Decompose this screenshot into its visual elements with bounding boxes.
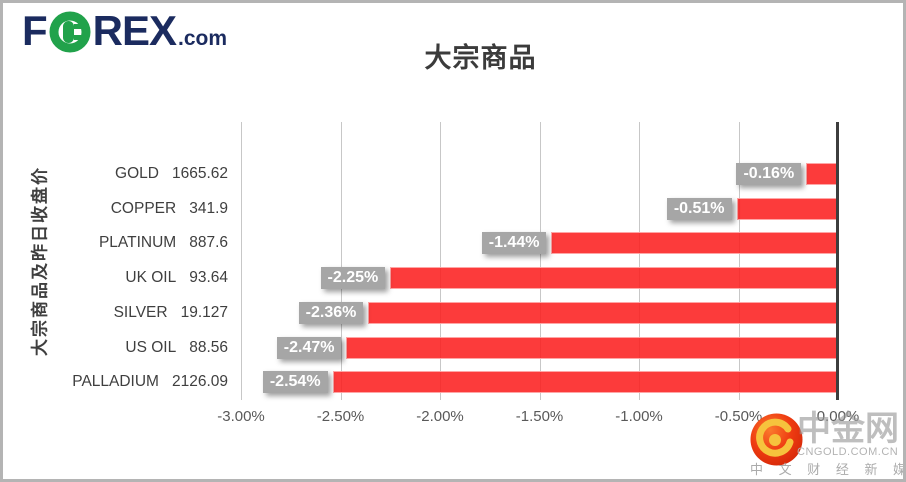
cngold-watermark-tagline: 中 文 财 经 新 媒 体 xyxy=(750,462,906,477)
x-tick-label: -1.00% xyxy=(615,408,663,425)
gridline xyxy=(440,122,441,400)
category-name: COPPER xyxy=(110,199,177,217)
category-label-gold: GOLD 1665.62 xyxy=(0,164,228,184)
plot-area: -0.16% -0.51% -1.44% -2.25% -2.36% -2.47% -2.5… xyxy=(241,122,839,400)
x-tick-label: 0.00% xyxy=(816,408,860,425)
category-close-price: 887.6 xyxy=(189,234,228,252)
forex-logo-com: .com xyxy=(178,27,228,50)
category-close-price: 2126.09 xyxy=(171,373,228,391)
x-tick-label: -1.50% xyxy=(515,408,564,425)
gridline xyxy=(738,122,740,400)
cngold-watermark-domain: CNGOLD.COM.CN xyxy=(797,446,899,458)
category-label-copper: COPPER 341.9 xyxy=(0,199,228,219)
zero-axis-line xyxy=(836,122,839,400)
gridline xyxy=(340,122,342,400)
x-tick-label: -3.00% xyxy=(217,408,265,425)
bar-data-label: -2.47% xyxy=(276,336,342,359)
y-axis-title: 大宗商品及昨日收盘价 xyxy=(30,166,50,356)
category-name: PALLADIUM xyxy=(72,373,159,391)
x-tick-label: -2.50% xyxy=(316,408,365,425)
category-name: UK OIL xyxy=(125,269,177,287)
bar-data-label: -2.25% xyxy=(320,267,386,290)
bar-uk-oil: -2.25% xyxy=(320,267,838,290)
bar-gold: -0.16% xyxy=(736,163,838,185)
forex-logo-rex: REX xyxy=(92,7,177,54)
x-tick-label: -2.00% xyxy=(416,408,464,425)
bar-data-label: -0.51% xyxy=(666,197,732,220)
category-name: US OIL xyxy=(125,338,177,356)
category-name: GOLD xyxy=(115,165,159,182)
bar-silver: -2.36% xyxy=(298,301,838,324)
category-label-uk-oil: UK OIL 93.64 xyxy=(0,268,228,288)
category-label-us-oil: US OIL 88.56 xyxy=(0,338,228,358)
chart-title: 大宗商品 xyxy=(424,43,537,73)
gridline xyxy=(539,122,541,400)
bar-data-label: -0.16% xyxy=(736,163,802,185)
bar-data-label: -2.36% xyxy=(298,301,364,324)
category-close-price: 1665.62 xyxy=(171,165,228,182)
bar-data-label: -1.44% xyxy=(481,232,547,255)
category-close-price: 88.56 xyxy=(189,338,228,356)
cngold-logo-icon xyxy=(750,413,803,466)
forex-logo: F REX .com xyxy=(22,8,227,54)
category-label-platinum: PLATINUM 887.6 xyxy=(0,233,228,253)
category-label-silver: SILVER 19.127 xyxy=(0,303,228,323)
bar-us-oil: -2.47% xyxy=(276,336,838,359)
gridline xyxy=(241,122,242,400)
bar-platinum: -1.44% xyxy=(481,232,838,255)
gridline xyxy=(639,122,640,400)
x-tick-label: -0.50% xyxy=(714,408,763,425)
bar-palladium: -2.54% xyxy=(262,371,838,394)
category-close-price: 19.127 xyxy=(180,303,228,321)
category-name: PLATINUM xyxy=(98,234,177,252)
bar-data-label: -2.54% xyxy=(262,371,328,394)
category-label-palladium: PALLADIUM 2126.09 xyxy=(0,372,228,392)
category-close-price: 341.9 xyxy=(189,199,228,217)
cngold-watermark-name: 中金网 xyxy=(797,410,899,448)
category-close-price: 93.64 xyxy=(189,269,228,287)
forex-logo-f: F xyxy=(22,7,48,54)
bar-copper: -0.51% xyxy=(666,197,838,220)
forex-logo-o-icon xyxy=(49,11,91,53)
category-name: SILVER xyxy=(113,303,168,321)
